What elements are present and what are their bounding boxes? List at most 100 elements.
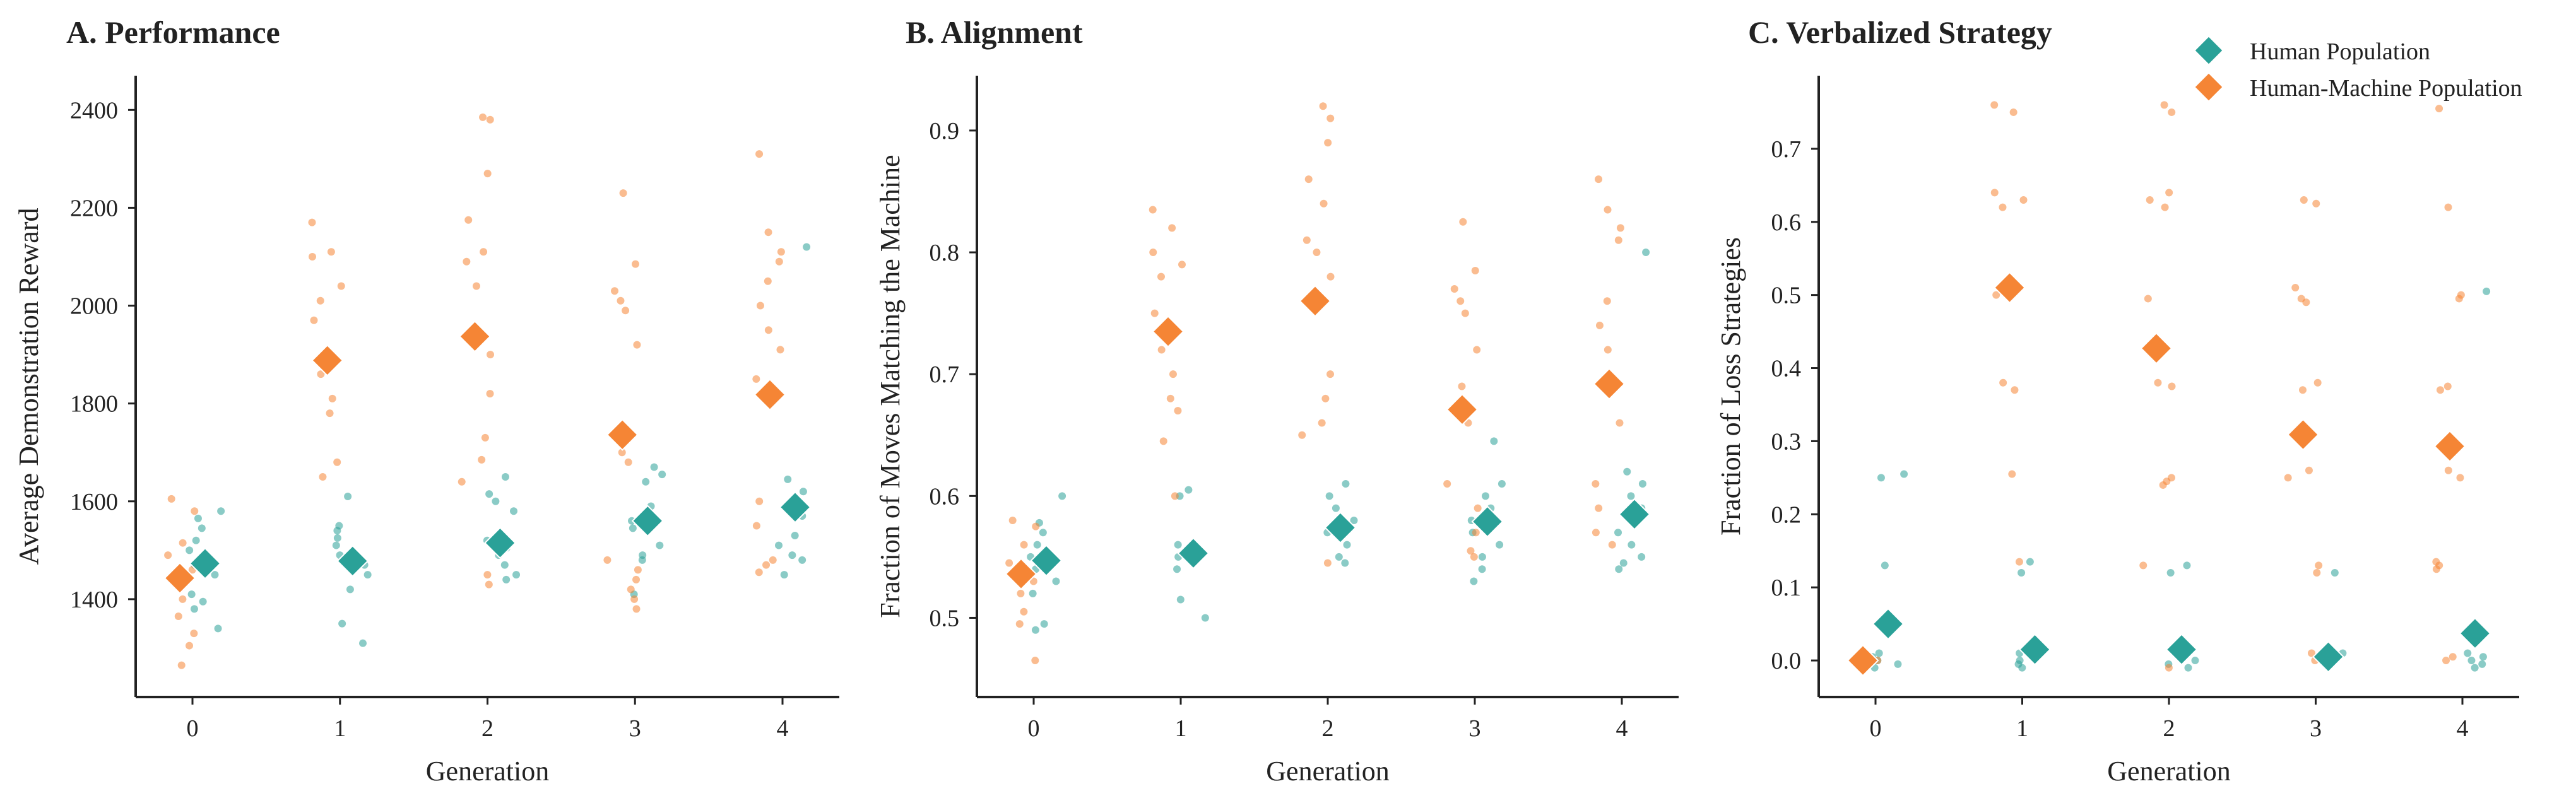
data-point bbox=[2449, 653, 2457, 661]
x-tick-label: 0 bbox=[1028, 715, 1040, 742]
data-point bbox=[791, 532, 799, 540]
data-point bbox=[190, 605, 198, 613]
mean-marker-human bbox=[1618, 498, 1651, 530]
data-point bbox=[1619, 559, 1628, 567]
mean-marker-hm bbox=[2140, 332, 2173, 365]
series-hm bbox=[1850, 101, 2465, 672]
data-point bbox=[1623, 467, 1631, 476]
mean-marker-hm bbox=[1299, 284, 1332, 317]
data-point bbox=[1201, 614, 1209, 622]
data-point bbox=[2432, 565, 2440, 573]
data-point bbox=[308, 252, 316, 261]
data-point bbox=[1157, 346, 1166, 354]
data-point bbox=[788, 551, 796, 560]
mean-marker-hm bbox=[163, 562, 196, 594]
data-point bbox=[185, 642, 193, 650]
data-point bbox=[2011, 386, 2019, 394]
panel-3: C. Verbalized Strategy 0.0 0.1 0.2 0.3 0.4 0.5… bbox=[1715, 15, 2519, 787]
data-point bbox=[1326, 273, 1335, 281]
data-point bbox=[333, 527, 341, 535]
data-point bbox=[1321, 394, 1330, 402]
mean-marker-human bbox=[1324, 512, 1357, 544]
data-point bbox=[752, 375, 760, 383]
data-point bbox=[1015, 620, 1024, 628]
data-point bbox=[776, 346, 784, 354]
mean-marker-human bbox=[336, 544, 369, 577]
data-point bbox=[1166, 394, 1174, 402]
data-point bbox=[784, 475, 792, 483]
data-point bbox=[332, 541, 340, 549]
data-point bbox=[2302, 298, 2310, 307]
mean-marker-hm bbox=[1446, 393, 1479, 426]
x-tick-label: 1 bbox=[334, 715, 346, 742]
data-point bbox=[762, 561, 771, 569]
data-point bbox=[1877, 474, 1885, 482]
mean-marker-hm bbox=[1994, 271, 2026, 304]
data-point bbox=[1470, 553, 1478, 561]
data-point bbox=[487, 351, 495, 359]
mean-marker-human bbox=[631, 505, 664, 537]
data-point bbox=[799, 488, 807, 496]
data-point bbox=[1616, 224, 1624, 232]
data-point bbox=[1178, 261, 1186, 269]
y-tick-label: 0.1 bbox=[1771, 575, 1802, 601]
data-point bbox=[634, 566, 642, 574]
data-point bbox=[2019, 196, 2028, 204]
data-point bbox=[485, 490, 493, 498]
data-point bbox=[2444, 466, 2452, 474]
mean-marker-human bbox=[2019, 633, 2051, 666]
data-point bbox=[310, 316, 318, 324]
data-point bbox=[2191, 657, 2199, 665]
data-point bbox=[481, 433, 489, 442]
mean-marker-human bbox=[1872, 607, 1905, 640]
data-point bbox=[174, 613, 182, 621]
data-point bbox=[2160, 101, 2168, 109]
data-point bbox=[1608, 541, 1616, 549]
data-point bbox=[780, 571, 788, 579]
data-point bbox=[1032, 522, 1040, 530]
y-tick-label: 2400 bbox=[70, 97, 118, 124]
y-tick-label: 0.7 bbox=[1771, 136, 1802, 163]
y-tick-label: 0.3 bbox=[1771, 428, 1802, 455]
data-point bbox=[480, 248, 488, 256]
data-point bbox=[1456, 297, 1465, 305]
data-point bbox=[198, 524, 206, 532]
legend-marker-human-machine bbox=[2195, 73, 2223, 101]
data-point bbox=[1173, 565, 1181, 573]
data-point bbox=[2312, 199, 2320, 208]
data-point bbox=[1324, 139, 1332, 147]
data-point bbox=[317, 370, 325, 378]
data-point bbox=[2331, 569, 2339, 577]
data-point bbox=[338, 619, 346, 628]
data-point bbox=[2305, 466, 2313, 474]
data-point bbox=[1478, 565, 1486, 573]
mean-marker-human bbox=[1471, 505, 1504, 538]
data-point bbox=[629, 524, 637, 532]
mean-marker-human bbox=[484, 527, 516, 560]
data-point bbox=[1616, 419, 1624, 427]
data-point bbox=[1615, 565, 1623, 573]
data-point bbox=[1603, 297, 1611, 305]
data-point bbox=[1318, 419, 1326, 427]
mean-marker-hm bbox=[459, 320, 491, 353]
legend-label-human: Human Population bbox=[2250, 38, 2430, 65]
data-point bbox=[1176, 595, 1185, 604]
data-point bbox=[2300, 196, 2308, 204]
data-point bbox=[179, 595, 187, 603]
data-point bbox=[2455, 295, 2463, 303]
data-point bbox=[1470, 577, 1478, 585]
data-point bbox=[1881, 561, 1889, 570]
legend-marker-human bbox=[2195, 37, 2223, 64]
data-point bbox=[363, 571, 372, 579]
data-point bbox=[485, 580, 493, 589]
data-point bbox=[1638, 480, 1646, 488]
data-point bbox=[2159, 481, 2167, 489]
y-tick-label: 0.0 bbox=[1771, 648, 1802, 674]
data-point bbox=[1990, 101, 1999, 109]
data-point bbox=[1157, 273, 1165, 281]
data-point bbox=[1459, 218, 1467, 226]
x-tick-label: 3 bbox=[1469, 715, 1481, 742]
data-point bbox=[803, 243, 811, 251]
data-point bbox=[2467, 657, 2476, 665]
data-point bbox=[618, 448, 626, 457]
